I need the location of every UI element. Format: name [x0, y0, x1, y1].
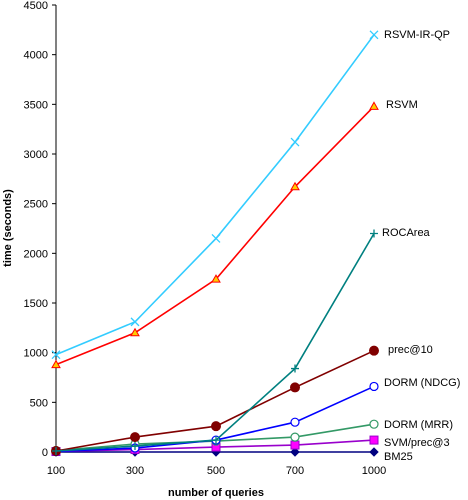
- triangle-marker: [369, 101, 379, 110]
- series-rsvm-ir-qp: [51, 30, 379, 360]
- series-label: ROCArea: [382, 227, 431, 239]
- series-label: DORM (NDCG): [384, 377, 460, 389]
- x-tick-label: 300: [126, 465, 144, 477]
- open-circle-marker: [369, 419, 379, 429]
- filled-circle-marker: [211, 421, 221, 432]
- diamond-marker: [290, 447, 300, 457]
- triangle-marker: [130, 327, 140, 337]
- x-marker: [290, 137, 300, 147]
- series-line: [55, 233, 375, 452]
- plus-marker: [131, 442, 139, 451]
- filled-circle-marker: [130, 432, 140, 443]
- y-tick-label: 2000: [24, 248, 48, 260]
- x-marker: [51, 350, 61, 360]
- y-tick-label: 3000: [24, 149, 48, 161]
- series-line: [55, 34, 375, 356]
- open-circle-marker: [290, 432, 300, 442]
- y-tick-label: 3500: [24, 99, 48, 111]
- series-label: RSVM: [386, 99, 418, 111]
- x-tick-label: 500: [207, 465, 225, 477]
- triangle-marker: [211, 274, 221, 283]
- plus-marker: [212, 436, 220, 445]
- plus-marker: [291, 364, 299, 373]
- y-tick-label: 1500: [24, 298, 48, 310]
- x-axis-title: number of queries: [168, 487, 264, 499]
- x-tick-label: 700: [286, 465, 304, 477]
- y-tick-label: 2500: [24, 199, 48, 211]
- open-circle-marker: [369, 381, 379, 392]
- filled-circle-marker: [290, 382, 300, 393]
- x-marker: [369, 30, 379, 40]
- series-label: SVM/prec@3: [384, 437, 450, 449]
- y-tick-label: 0: [42, 447, 48, 459]
- series-prec-10: [51, 345, 379, 457]
- x-tick-label: 1000: [362, 465, 386, 477]
- series-label: BM25: [384, 451, 413, 463]
- y-tick-label: 4500: [24, 0, 48, 12]
- x-marker: [211, 233, 221, 243]
- series-line: [55, 105, 375, 366]
- series-rsvm: [51, 101, 379, 369]
- square-marker: [290, 440, 300, 450]
- triangle-marker: [51, 359, 61, 369]
- y-axis-title: time (seconds): [2, 189, 14, 267]
- series-label: RSVM-IR-QP: [384, 29, 450, 41]
- y-tick-label: 1000: [24, 348, 48, 360]
- diamond-marker: [369, 447, 379, 457]
- x-marker: [130, 317, 140, 327]
- series-label: prec@10: [388, 344, 433, 356]
- open-circle-marker: [290, 417, 300, 427]
- y-tick-label: 500: [30, 397, 48, 409]
- series-rocarea: [52, 229, 378, 456]
- series-label: DORM (MRR): [384, 419, 453, 431]
- square-marker: [369, 435, 379, 445]
- plus-marker: [52, 447, 60, 456]
- filled-circle-marker: [369, 345, 379, 356]
- series-dorm-ndcg-: [51, 381, 379, 457]
- triangle-marker: [290, 181, 300, 191]
- x-tick-label: 100: [47, 465, 65, 477]
- y-tick-label: 4000: [24, 50, 48, 62]
- plus-marker: [370, 229, 378, 238]
